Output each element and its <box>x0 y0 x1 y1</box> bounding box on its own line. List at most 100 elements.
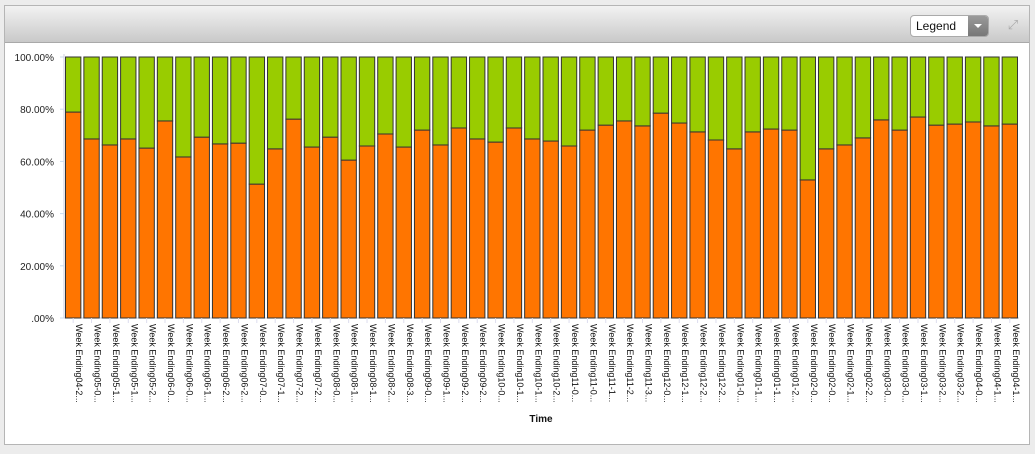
x-tick-label: Week Ending08-3... <box>405 324 415 403</box>
y-tick-label: 40.00% <box>20 210 54 221</box>
bar-segment-green <box>726 56 743 150</box>
bar-segment-green <box>303 56 321 148</box>
bar-segment-green <box>597 56 614 126</box>
x-tick-label: Week Ending08-0... <box>331 324 341 403</box>
bar-segment-orange <box>707 139 725 319</box>
bar-segment-orange <box>1001 123 1019 319</box>
bar-segment-orange <box>138 147 155 319</box>
x-tick-label: Week Ending10-0... <box>497 324 507 403</box>
x-tick-label: Week Ending03-0... <box>901 324 911 403</box>
bar-segment-green <box>1001 56 1019 125</box>
bar-segment-orange <box>634 125 651 319</box>
bar-segment-orange <box>469 138 486 319</box>
y-tick-label: 60.00% <box>20 157 54 168</box>
x-tick-label: Week Ending11-0... <box>570 324 580 402</box>
x-tick-label: Week Ending10-2... <box>552 324 562 403</box>
bar-segment-orange <box>836 144 853 319</box>
x-tick-label: Week Ending07-0... <box>258 324 268 403</box>
bar-segment-orange <box>579 129 596 319</box>
bar-segment-orange <box>175 156 192 319</box>
bar-segment-orange <box>101 144 119 319</box>
bar-segment-orange <box>211 143 229 319</box>
x-tick-label: Week Ending12-1... <box>680 324 690 403</box>
bar-segment-orange <box>285 118 302 319</box>
x-tick-label: Week Ending05-1... <box>129 324 139 403</box>
bar-segment-orange <box>83 138 100 319</box>
bar-segment-orange <box>395 146 412 319</box>
bar-segment-orange <box>487 141 504 319</box>
bar-segment-green <box>854 56 872 139</box>
bar-segment-green <box>524 56 541 140</box>
x-tick-label: Week Ending08-2... <box>386 324 396 403</box>
bar-segment-green <box>487 56 504 143</box>
bar-segment-green <box>891 56 908 131</box>
bar-segment-green <box>267 56 284 150</box>
bar-segment-green <box>450 56 468 129</box>
x-tick-label: Week Ending11-1... <box>607 324 617 402</box>
x-tick-label: Week Ending06-0... <box>184 324 194 403</box>
bar-segment-orange <box>964 121 982 319</box>
bar-segment-orange <box>193 136 210 319</box>
x-tick-label: Week Ending07-2... <box>295 324 305 403</box>
bar-segment-orange <box>689 131 706 319</box>
chart-toolbar: Legend ⤢ <box>5 6 1029 43</box>
bar-segment-orange <box>267 148 284 319</box>
x-tick-label: Week Ending12-0... <box>662 324 672 403</box>
bar-segment-orange <box>817 148 835 319</box>
x-tick-label: Week Ending10-1... <box>515 324 525 403</box>
bar-segment-orange <box>744 131 761 319</box>
x-tick-label: Week Ending06-0... <box>166 324 176 403</box>
x-tick-label: Week Ending02-0... <box>809 324 819 403</box>
bar-segment-green <box>817 56 835 150</box>
bar-segment-orange <box>560 145 578 319</box>
bar-segment-green <box>322 56 339 138</box>
bar-segment-orange <box>450 127 468 319</box>
bar-segment-orange <box>799 179 816 319</box>
x-tick-label: Week Ending03-1... <box>919 324 929 403</box>
bar-segment-orange <box>909 116 927 319</box>
bar-segment-orange <box>432 144 449 319</box>
expand-arrows-icon[interactable]: ⤢ <box>1007 17 1019 32</box>
bar-segment-orange <box>358 145 376 319</box>
x-tick-label: Week Ending05-1... <box>111 324 121 403</box>
x-tick-label: Week Ending03-0... <box>882 324 892 403</box>
legend-dropdown-label: Legend <box>916 19 957 33</box>
bar-segment-orange <box>340 159 357 319</box>
bar-segment-orange <box>542 140 559 319</box>
bar-segment-orange <box>781 129 798 319</box>
x-tick-label: Week Ending06-2... <box>221 324 231 403</box>
x-tick-label: Week Ending05-2... <box>148 324 158 403</box>
bar-segment-orange <box>891 129 908 319</box>
bar-segment-orange <box>762 128 780 319</box>
y-tick-label: .00% <box>31 314 54 325</box>
bar-segment-green <box>707 56 725 141</box>
bar-segment-green <box>156 56 174 122</box>
bar-segment-green <box>634 56 651 127</box>
x-tick-label: Week Ending09-0... <box>423 324 433 403</box>
bar-segment-green <box>469 56 486 140</box>
bar-segment-orange <box>671 122 688 319</box>
bar-segment-orange <box>230 142 247 319</box>
bar-segment-green <box>193 56 210 138</box>
bar-segment-green <box>652 56 670 114</box>
chevron-down-icon[interactable] <box>968 16 988 36</box>
x-tick-label: Week Ending12-2... <box>717 324 727 403</box>
bar-segment-orange <box>322 136 339 319</box>
x-tick-label: Week Ending02-0... <box>827 324 837 403</box>
bar-segment-green <box>175 56 192 158</box>
bar-segment-orange <box>505 127 523 319</box>
x-tick-label: Week Ending11-2... <box>625 324 635 402</box>
bar-segment-green <box>211 56 229 145</box>
bar-segment-orange <box>120 138 137 319</box>
bar-segment-orange <box>156 120 174 319</box>
bar-segment-green <box>413 56 431 131</box>
bar-segment-green <box>615 56 633 122</box>
x-tick-label: Week Ending07-2... <box>313 324 323 403</box>
x-tick-label: Week Ending10-1... <box>533 324 543 403</box>
x-tick-label: Week Ending05-0... <box>93 324 103 403</box>
legend-dropdown[interactable]: Legend <box>910 15 989 37</box>
x-tick-label: Week Ending07-1... <box>276 324 286 403</box>
bar-segment-orange <box>726 148 743 319</box>
bar-segment-green <box>138 56 155 149</box>
